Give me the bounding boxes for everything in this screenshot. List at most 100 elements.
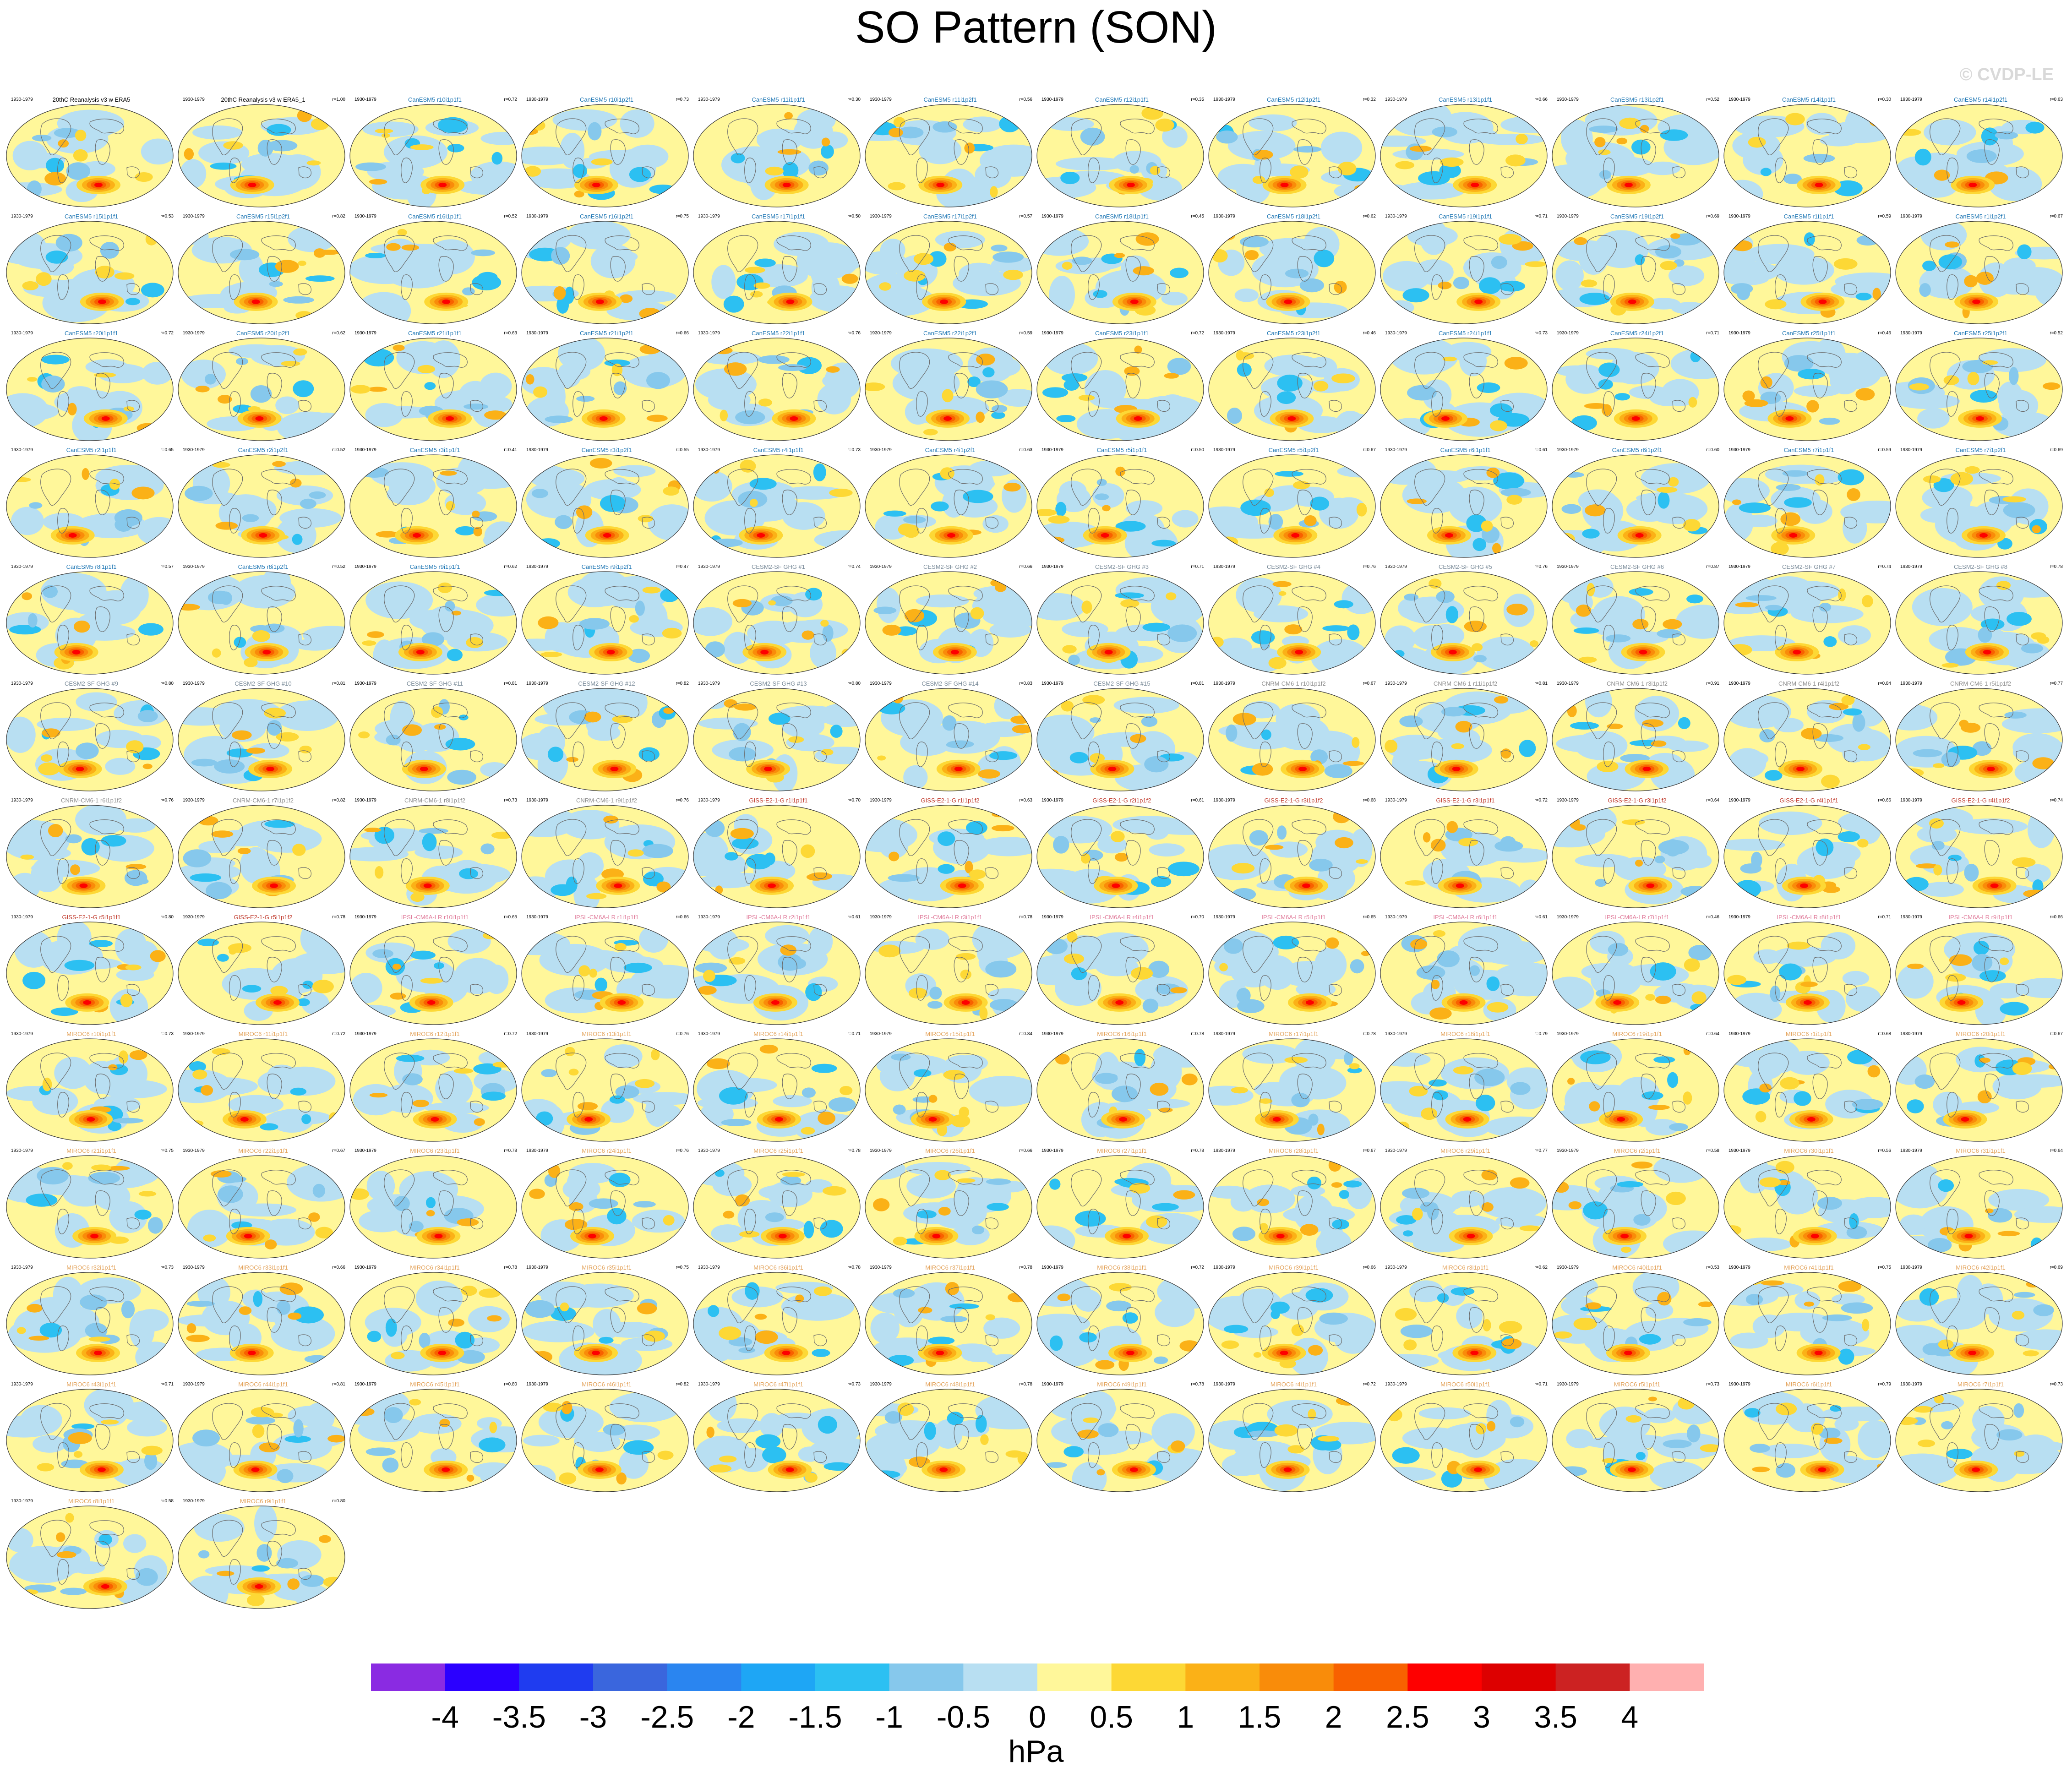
map-panel: 1930-1979 CanESM5 r19i1p2f1 r=0.69 [1551,213,1723,325]
panel-title: CanESM5 r25i1p2f1 [1953,330,2008,337]
panel-correlation: r=0.61 [1534,447,1548,453]
panel-correlation: r=0.67 [1363,1148,1376,1153]
colorbar-swatch [1630,1663,1704,1691]
panel-title: MIROC6 r2i1p1f1 [1614,1147,1661,1154]
panel-period: 1930-1979 [1557,564,1579,569]
panel-map [6,805,174,908]
colorbar-tick-label: 2 [1325,1700,1342,1734]
panel-correlation: r=0.52 [2050,331,2063,336]
panel-period: 1930-1979 [11,1382,33,1387]
panel-correlation: r=0.75 [676,1265,689,1270]
map-panel: 1930-1979 MIROC6 r47i1p1f1 r=0.73 [692,1381,864,1493]
panel-map [1552,104,1719,207]
panel-period: 1930-1979 [870,564,892,569]
panel-map [1552,221,1719,324]
map-panel: 1930-1979 CanESM5 r21i1p2f1 r=0.66 [521,330,692,442]
panel-correlation: r=0.61 [1191,798,1204,803]
panel-map [521,454,689,558]
panel-title: CNRM-CM6-1 r6i1p1f2 [61,797,122,804]
panel-map [693,1155,861,1259]
panel-correlation: r=0.50 [847,214,861,219]
map-panel: 1930-1979 CNRM-CM6-1 r3i1p1f2 r=0.91 [1551,680,1723,792]
panel-period: 1930-1979 [1385,915,1407,920]
panel-correlation: r=0.66 [2050,915,2063,920]
panel-title: MIROC6 r26i1p1f1 [925,1147,975,1154]
panel-title: CESM2-SF GHG #12 [578,680,635,687]
panel-period: 1930-1979 [1385,564,1407,569]
panel-period: 1930-1979 [183,1148,205,1153]
panel-correlation: r=0.64 [1706,1031,1719,1036]
map-panel: 1930-1979 GISS-E2-1-G r5i1p1f2 r=0.78 [177,914,349,1026]
map-panel: 1930-1979 GISS-E2-1-G r5i1p1f1 r=0.80 [5,914,177,1026]
colorbar-swatch [815,1663,890,1691]
panel-correlation: r=0.72 [1191,1265,1204,1270]
panel-period: 1930-1979 [1900,214,1922,219]
map-panel: 1930-1979 CanESM5 r17i1p2f1 r=0.57 [864,213,1036,325]
panel-title: MIROC6 r24i1p1f1 [582,1147,632,1154]
panel-correlation: r=0.41 [504,447,517,453]
panel-correlation: r=0.55 [676,447,689,453]
panel-map [6,338,174,441]
map-panel: 1930-1979 IPSL-CM6A-LR r6i1p1f1 r=0.61 [1380,914,1551,1026]
panel-map [178,104,345,207]
panel-correlation: r=0.78 [847,1148,861,1153]
panel-period: 1930-1979 [11,1499,33,1504]
panel-map [693,571,861,675]
panel-map [1723,454,1891,558]
panel-correlation: r=0.72 [504,1031,517,1036]
map-panel: 1930-1979 MIROC6 r11i1p1f1 r=0.72 [177,1031,349,1143]
map-panel: 1930-1979 MIROC6 r50i1p1f1 r=0.71 [1380,1381,1551,1493]
panel-correlation: r=0.78 [1191,1031,1204,1036]
map-panel: 1930-1979 CanESM5 r6i1p2f1 r=0.60 [1551,447,1723,559]
panel-correlation: r=0.66 [1019,564,1032,569]
map-panel: 1930-1979 MIROC6 r13i1p1f1 r=0.76 [521,1031,692,1143]
panel-map [349,922,517,1025]
map-panel: 1930-1979 MIROC6 r18i1p1f1 r=0.79 [1380,1031,1551,1143]
panel-correlation: r=0.73 [847,1382,861,1387]
panel-period: 1930-1979 [870,1148,892,1153]
panel-correlation: r=0.91 [1706,681,1719,686]
panel-title: MIROC6 r12i1p1f1 [410,1031,460,1037]
colorbar-swatch [741,1663,816,1691]
map-panel: 1930-1979 CanESM5 r20i1p2f1 r=0.62 [177,330,349,442]
panel-period: 1930-1979 [870,1382,892,1387]
map-panel: 1930-1979 MIROC6 r9i1p1f1 r=0.80 [177,1498,349,1610]
panel-title: CNRM-CM6-1 r5i1p1f2 [1950,680,2011,687]
map-panel: 1930-1979 CanESM5 r3i1p2f1 r=0.55 [521,447,692,559]
panel-period: 1930-1979 [526,97,548,102]
panel-period: 1930-1979 [1041,97,1063,102]
panel-correlation: r=0.76 [1363,564,1376,569]
panel-title: IPSL-CM6A-LR r5i1p1f1 [1261,914,1326,921]
panel-map [1036,1389,1204,1492]
panel-correlation: r=0.75 [160,1148,174,1153]
panel-period: 1930-1979 [354,1265,376,1270]
panel-map [1036,1155,1204,1259]
panel-title: MIROC6 r15i1p1f1 [925,1031,975,1037]
panel-correlation: r=0.71 [1534,1382,1548,1387]
map-panel: 1930-1979 MIROC6 r29i1p1f1 r=0.77 [1380,1147,1551,1260]
panel-map [1036,338,1204,441]
panel-title: MIROC6 r25i1p1f1 [753,1147,803,1154]
map-panel: 1930-1979 CanESM5 r16i1p2f1 r=0.75 [521,213,692,325]
panel-period: 1930-1979 [354,214,376,219]
colorbar-units: hPa [1008,1734,1064,1769]
panel-title: IPSL-CM6A-LR r4i1p1f1 [1090,914,1154,921]
colorbar-labels: -4 -3.5 -3 -2.5 -2 -1.5 -1 -0.5 0 0.5 1 1.5 2 2.5 3 3.5… [0,1699,2072,1736]
panel-map [1380,1155,1548,1259]
panel-title: CanESM5 r10i1p1f1 [408,96,462,103]
panel-map [6,221,174,324]
panel-map [1380,688,1548,791]
map-panel: 1930-1979 CanESM5 r16i1p1f1 r=0.52 [349,213,521,325]
panel-map [521,1038,689,1142]
panel-title: MIROC6 r10i1p1f1 [66,1031,116,1037]
panel-map [1552,1389,1719,1492]
map-panel: 1930-1979 CanESM5 r7i1p2f1 r=0.69 [1895,447,2067,559]
panel-period: 1930-1979 [698,1382,720,1387]
panel-title: CanESM5 r6i1p1f1 [1440,447,1491,453]
panel-period: 1930-1979 [526,1031,548,1036]
panel-title: MIROC6 r50i1p1f1 [1440,1381,1490,1388]
panel-title: CanESM5 r23i1p1f1 [1095,330,1149,337]
map-panel: 1930-1979 20thC Reanalysis v3 w ERA5 [5,96,177,208]
panel-map [693,338,861,441]
panel-map [349,1272,517,1375]
